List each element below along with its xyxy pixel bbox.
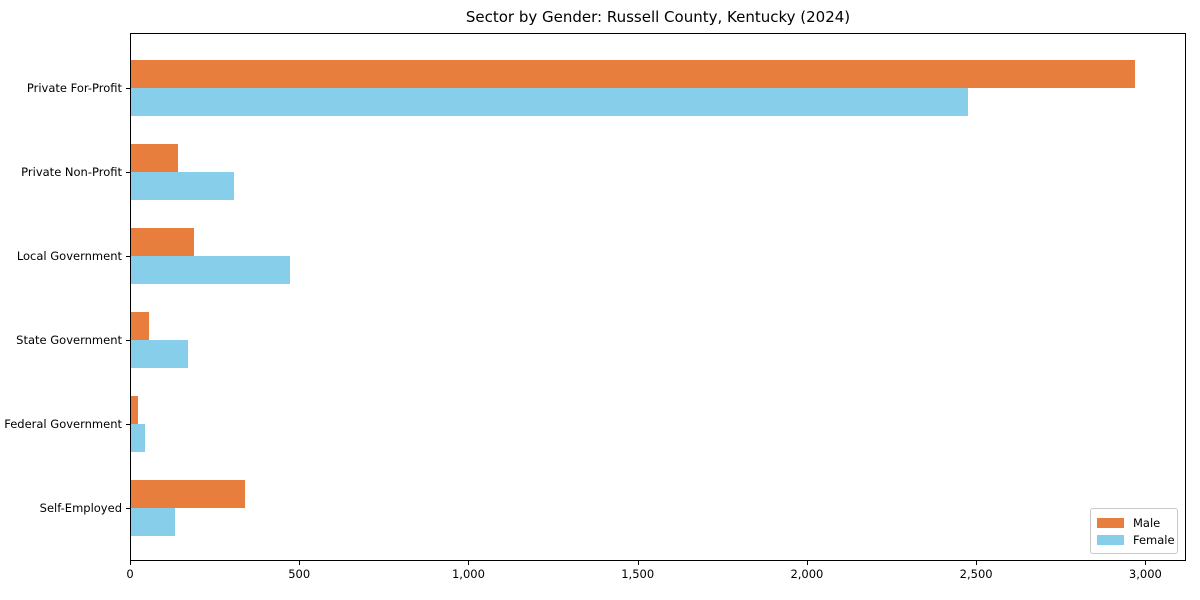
x-tick-mark (130, 561, 131, 565)
x-axis-label-2000: 2,000 (790, 567, 824, 581)
legend-row-male: Male (1097, 514, 1170, 531)
bar-male-federal-government (131, 396, 139, 424)
y-axis-label-federal-government: Federal Government (4, 417, 122, 431)
y-axis-label-private-non-profit: Private Non-Profit (21, 165, 122, 179)
x-axis-label-500: 500 (288, 567, 311, 581)
bar-male-local-government (131, 228, 195, 256)
x-tick-mark (976, 561, 978, 565)
legend-label-male: Male (1133, 515, 1161, 530)
x-axis-label-1000: 1,000 (451, 567, 485, 581)
y-tick-mark (126, 172, 130, 173)
bar-female-state-government (131, 340, 189, 368)
x-tick-mark (1145, 561, 1147, 565)
legend-row-female: Female (1097, 531, 1175, 548)
y-axis-label-private-for-profit: Private For-Profit (26, 81, 122, 95)
y-axis-label-self-employed: Self-Employed (39, 501, 122, 515)
legend-label-female: Female (1133, 532, 1175, 547)
bar-male-private-for-profit (131, 60, 1135, 88)
y-tick-mark (126, 88, 130, 89)
y-axis-label-state-government: State Government (16, 333, 122, 347)
y-tick-mark (126, 340, 130, 341)
legend-swatch-male (1097, 517, 1124, 528)
y-axis-label-local-government: Local Government (16, 249, 122, 263)
x-axis-label-2500: 2,500 (959, 567, 993, 581)
bar-female-local-government (131, 256, 291, 284)
y-tick-mark (126, 256, 130, 257)
legend-swatch-female (1097, 534, 1124, 545)
x-tick-mark (637, 561, 639, 565)
x-tick-mark (468, 561, 470, 565)
bar-male-state-government (131, 312, 149, 340)
x-axis-label-1500: 1,500 (621, 567, 655, 581)
plot-area (130, 33, 1186, 561)
x-axis-label-3000: 3,000 (1128, 567, 1162, 581)
bar-male-private-non-profit (131, 144, 179, 172)
x-tick-mark (299, 561, 301, 565)
y-tick-mark (126, 508, 130, 509)
x-axis-label-0: 0 (126, 567, 134, 581)
x-tick-mark (806, 561, 808, 565)
bar-female-private-for-profit (131, 88, 969, 116)
y-tick-mark (126, 424, 130, 425)
bar-male-self-employed (131, 480, 246, 508)
bar-female-self-employed (131, 508, 175, 536)
chart-title: Sector by Gender: Russell County, Kentuc… (465, 8, 851, 26)
bar-female-federal-government (131, 424, 146, 452)
legend: Male Female (1090, 508, 1178, 554)
bar-female-private-non-profit (131, 172, 235, 200)
